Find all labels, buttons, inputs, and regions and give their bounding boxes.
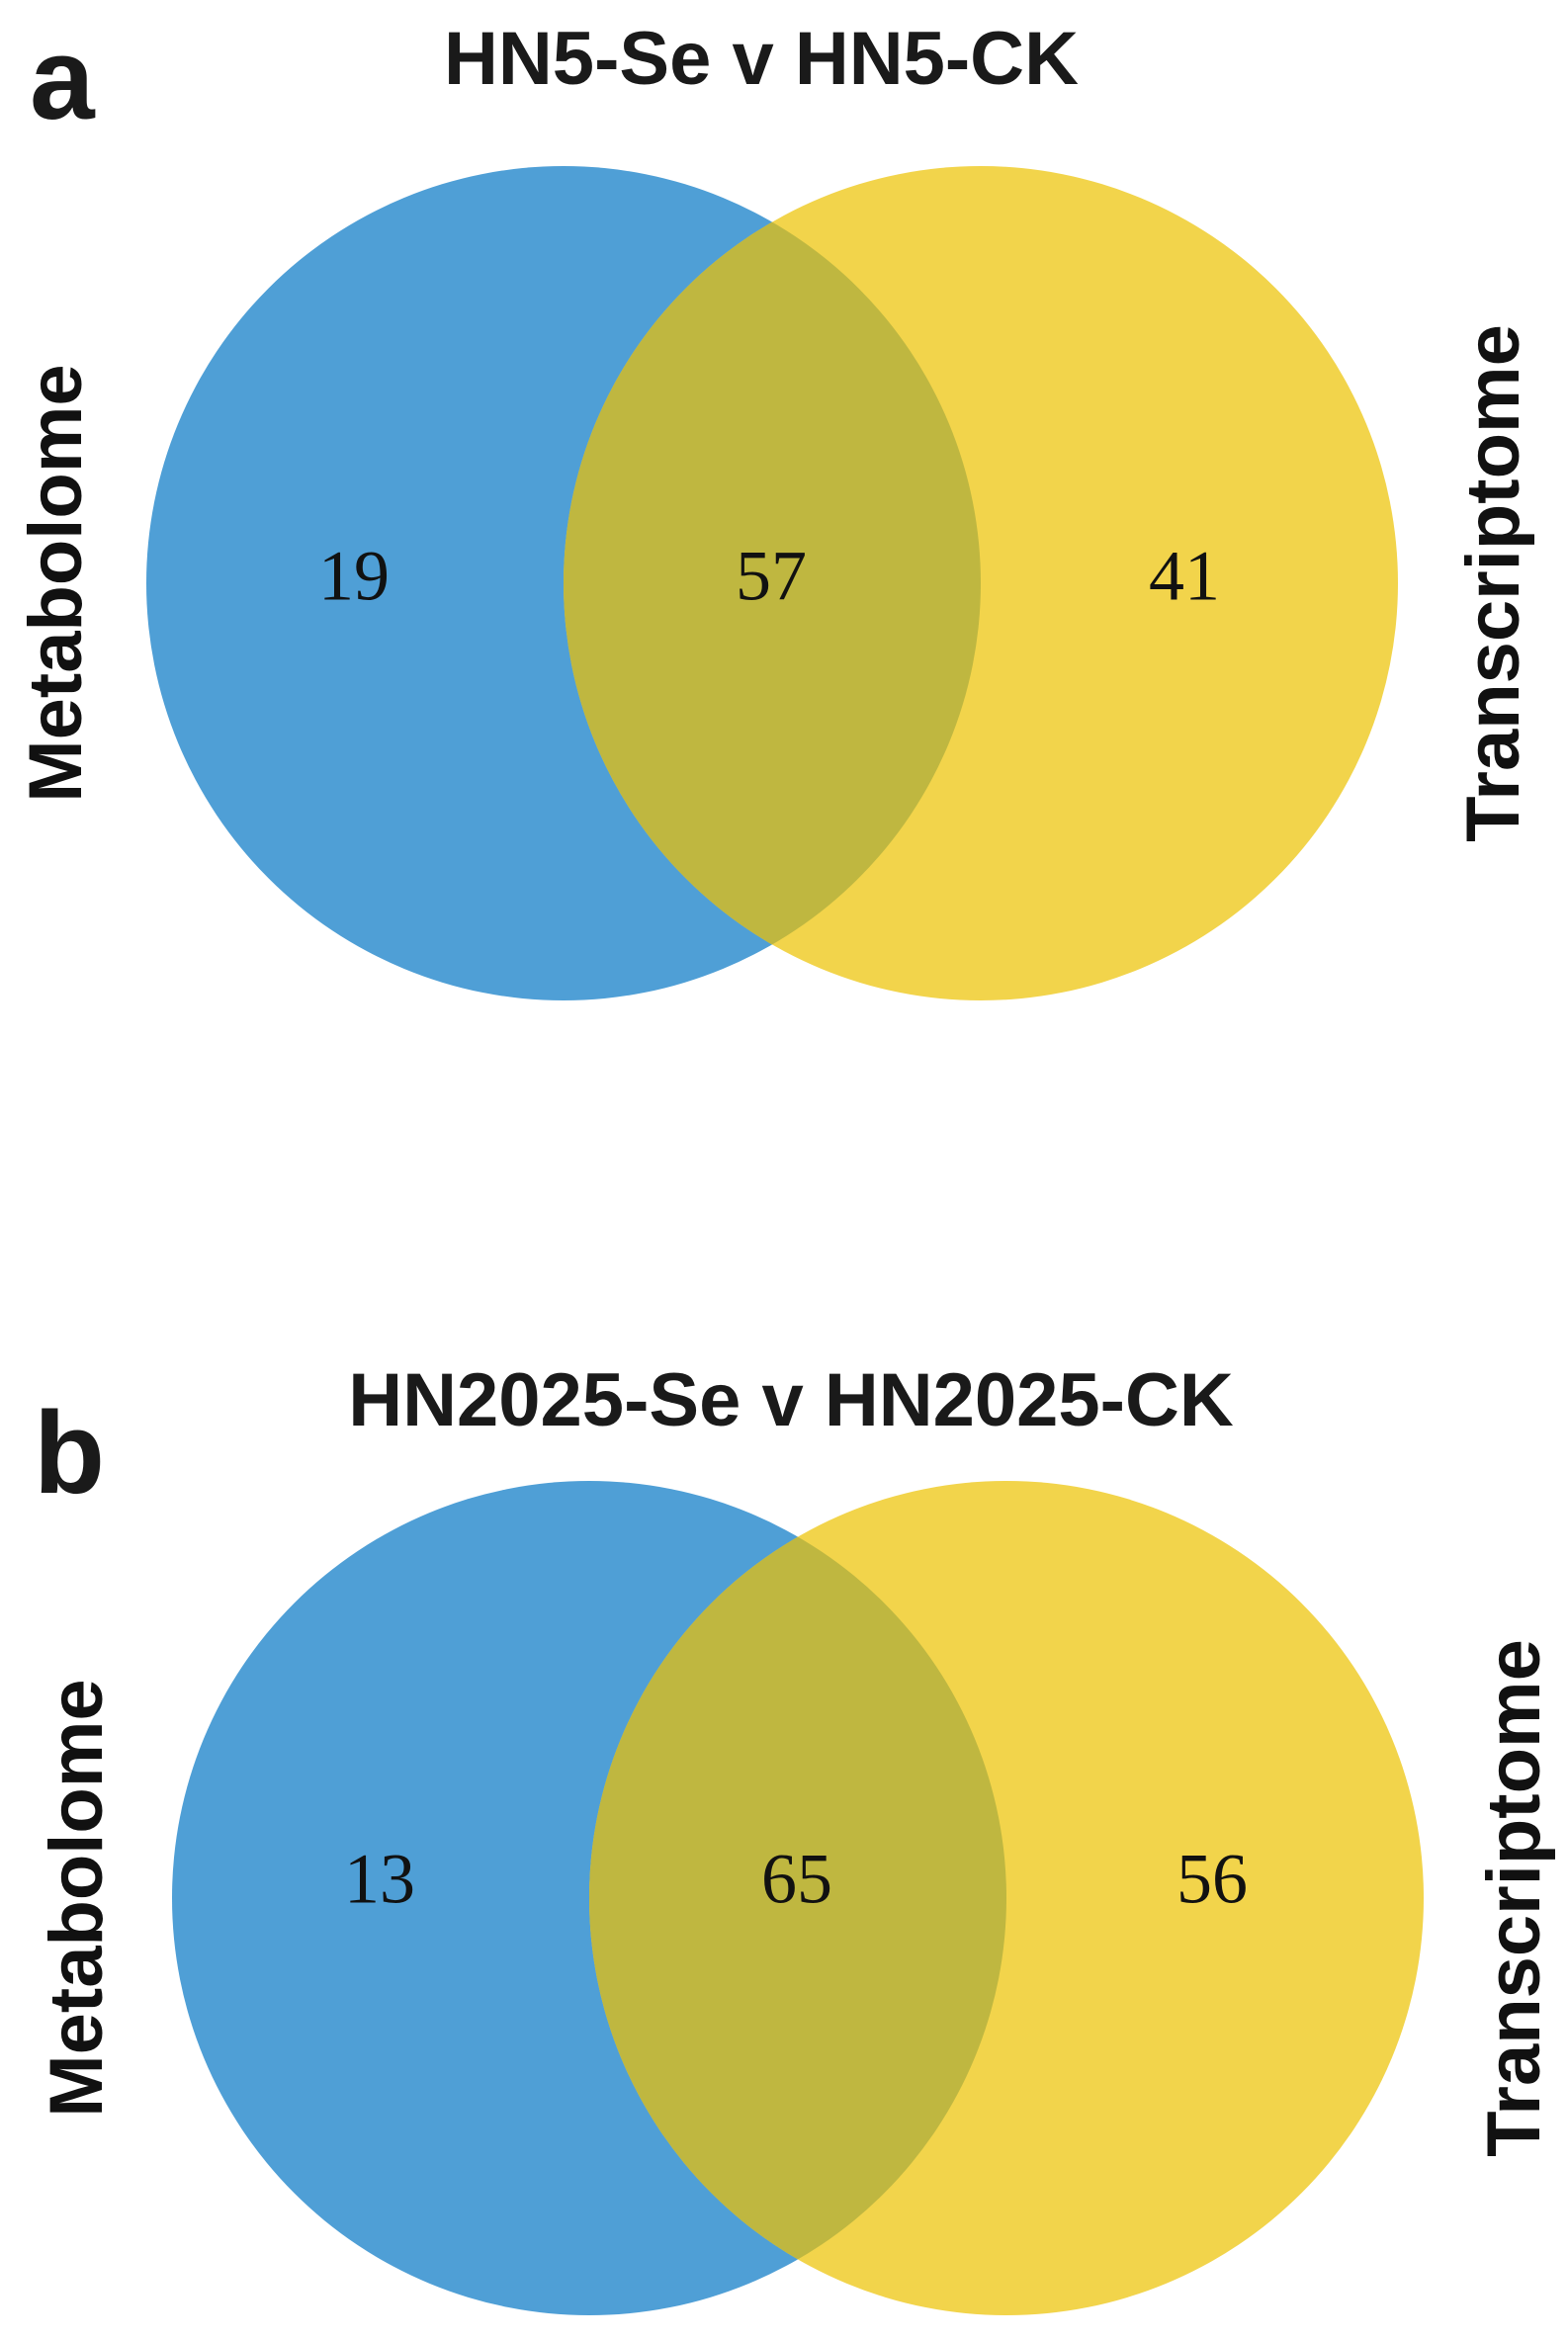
panel-b-overlap-region: [589, 1481, 1006, 2315]
panel-a-title: HN5-Se v HN5-CK: [444, 17, 1079, 101]
panel-b-shared-count: 65: [761, 1840, 832, 1919]
panel-b-transcriptome-label: Transcriptome: [1472, 1639, 1556, 2157]
panel-a-letter: a: [30, 14, 96, 144]
panel-b-metabolome-only-count: 13: [344, 1840, 415, 1919]
panel-a-shared-count: 57: [736, 537, 807, 616]
panel-a-transcriptome-label: Transcriptome: [1451, 324, 1535, 842]
panel-b-metabolome-label: Metabolome: [35, 1679, 119, 2117]
panel-a: a HN5-Se v HN5-CK 19 57 41 Metabolome Tr…: [14, 14, 1535, 1000]
panel-a-metabolome-label: Metabolome: [14, 364, 98, 802]
panel-b-letter: b: [34, 1388, 105, 1518]
panel-b-title: HN2025-Se v HN2025-CK: [348, 1358, 1234, 1442]
panel-a-overlap-region: [564, 166, 981, 1000]
panel-b-transcriptome-only-count: 56: [1176, 1840, 1248, 1919]
panel-b: b HN2025-Se v HN2025-CK 13 65 56 Metabol…: [34, 1358, 1556, 2315]
panel-a-metabolome-only-count: 19: [318, 537, 390, 616]
panel-a-transcriptome-only-count: 41: [1149, 537, 1220, 616]
